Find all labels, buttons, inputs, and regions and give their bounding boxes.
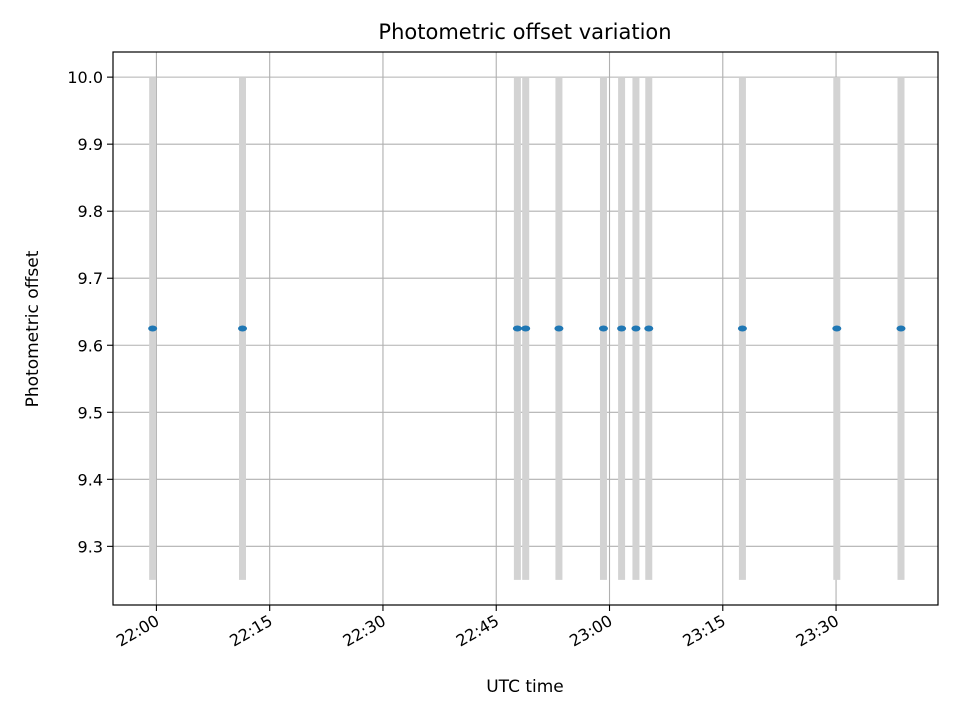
y-tick-label: 9.5 (78, 403, 103, 422)
y-tick-label: 9.9 (78, 135, 103, 154)
x-tick-label: 22:00 (113, 611, 162, 651)
y-tick-label: 9.6 (78, 336, 103, 355)
plot-frame (112, 51, 939, 606)
y-tick-label: 10.0 (67, 68, 103, 87)
x-tick-label: 22:30 (340, 611, 389, 651)
y-tick-label: 9.8 (78, 202, 103, 221)
data-point (598, 325, 608, 332)
data-point (737, 325, 747, 332)
data-point (554, 325, 564, 332)
data-point (148, 325, 158, 332)
data-point (238, 325, 248, 332)
data-points (148, 325, 906, 332)
x-tick-label: 23:00 (566, 611, 615, 651)
data-point (521, 325, 531, 332)
x-tick-label: 23:30 (793, 611, 842, 651)
data-point (512, 325, 522, 332)
x-axis-ticks: 22:00 22:15 22:30 22:45 23:00 23:15 23:30 (113, 605, 842, 651)
x-tick-label: 23:15 (679, 611, 728, 651)
y-tick-label: 9.7 (78, 269, 103, 288)
chart-title: Photometric offset variation (378, 20, 671, 44)
data-point (832, 325, 842, 332)
x-axis-label: UTC time (486, 677, 564, 697)
y-tick-label: 9.4 (78, 470, 103, 489)
x-tick-label: 22:15 (226, 611, 275, 651)
data-point (631, 325, 641, 332)
y-axis-ticks: 9.3 9.4 9.5 9.6 9.7 9.8 9.9 10.0 (67, 68, 113, 556)
y-tick-label: 9.3 (78, 537, 103, 556)
data-point (644, 325, 654, 332)
data-point (617, 325, 627, 332)
y-axis-label: Photometric offset (23, 250, 43, 407)
data-point (896, 325, 906, 332)
x-tick-label: 22:45 (453, 611, 502, 651)
